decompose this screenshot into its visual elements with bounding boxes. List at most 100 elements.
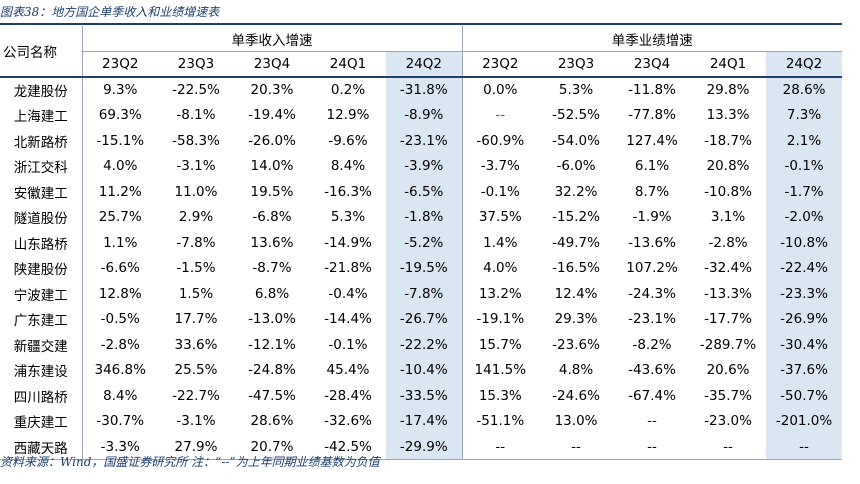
quarter-header: 23Q4 <box>234 51 310 78</box>
revenue-growth-cell: 45.4% <box>326 362 370 379</box>
revenue-growth-cell: 8.4% <box>330 158 366 175</box>
profit-growth-cell: 28.6% <box>766 77 843 103</box>
table-row: 隧道股份 25.7% 2.9% -6.8% 5.3% -1.8% 37.5% -15.2% -1… <box>0 204 843 230</box>
profit-growth-cell: -10.8% <box>766 230 843 256</box>
profit-growth-cell: -52.5% <box>552 107 600 124</box>
revenue-growth-cell: 5.3% <box>330 209 366 226</box>
revenue-growth-cell: 0.2% <box>330 82 366 99</box>
revenue-growth-cell: -22.2% <box>386 332 463 358</box>
profit-growth-cell: 29.3% <box>554 311 598 328</box>
revenue-growth-cell: -9.6% <box>328 132 368 149</box>
revenue-growth-cell: 12.8% <box>98 285 142 302</box>
revenue-growth-cell: -6.8% <box>252 209 292 226</box>
profit-growth-cell: 6.1% <box>634 158 670 175</box>
revenue-growth-cell: -19.5% <box>386 255 463 281</box>
profit-growth-cell: -- <box>647 413 657 430</box>
revenue-growth-cell: -8.7% <box>252 260 292 277</box>
profit-growth-cell: -60.9% <box>461 128 539 154</box>
profit-growth-cell: -18.7% <box>704 132 752 149</box>
revenue-growth-cell: -3.3% <box>82 434 158 460</box>
profit-growth-cell: -37.6% <box>766 357 843 383</box>
profit-growth-cell: -16.5% <box>552 260 600 277</box>
profit-growth-cell: 141.5% <box>461 357 539 383</box>
table-row: 西藏天路 -3.3% 27.9% 20.7% -42.5% -29.9% -- -- -- -- -… <box>0 434 843 460</box>
quarter-header: 23Q4 <box>614 51 691 78</box>
revenue-growth-cell: 27.9% <box>158 434 234 460</box>
table-row: 浙江交科 4.0% -3.1% 14.0% 8.4% -3.9% -3.7% -6.0% 6.1… <box>0 153 843 179</box>
profit-growth-cell: -43.6% <box>628 362 676 379</box>
profit-growth-cell: -8.2% <box>632 336 672 353</box>
profit-growth-cell: 32.2% <box>554 183 598 200</box>
company-name-cell: 广东建工 <box>0 306 83 332</box>
profit-growth-cell: 4.8% <box>558 362 594 379</box>
revenue-growth-cell: -6.6% <box>100 260 140 277</box>
profit-growth-cell: -51.1% <box>461 408 539 434</box>
profit-growth-cell: 127.4% <box>626 132 678 149</box>
table-row: 安徽建工 11.2% 11.0% 19.5% -16.3% -6.5% -0.1% 32.2%… <box>0 179 843 205</box>
revenue-growth-cell: -1.8% <box>386 204 463 230</box>
revenue-growth-cell: -16.3% <box>324 183 372 200</box>
revenue-growth-cell: -10.4% <box>386 357 463 383</box>
revenue-growth-cell: 11.2% <box>98 183 142 200</box>
profit-growth-cell: 20.8% <box>706 158 750 175</box>
profit-growth-cell: -77.8% <box>628 107 676 124</box>
profit-growth-cell: -23.1% <box>628 311 676 328</box>
company-name-cell: 新疆交建 <box>0 332 83 358</box>
revenue-growth-cell: 1.1% <box>103 234 138 251</box>
revenue-growth-cell: 13.6% <box>250 234 294 251</box>
revenue-growth-cell: -32.6% <box>324 413 372 430</box>
company-name-header: 公司名称 <box>0 26 83 78</box>
revenue-growth-cell: 2.9% <box>178 209 214 226</box>
profit-growth-cell: 13.3% <box>706 107 750 124</box>
table-row: 山东路桥 1.1% -7.8% 13.6% -14.9% -5.2% 1.4% -49.7% -… <box>0 230 843 256</box>
header-quarter-row: 23Q2 23Q3 23Q4 24Q1 24Q2 23Q2 23Q3 23Q4 … <box>0 51 843 78</box>
revenue-growth-cell: -22.5% <box>172 82 220 99</box>
revenue-growth-cell: 25.5% <box>174 362 218 379</box>
profit-growth-cell: -1.9% <box>632 209 672 226</box>
profit-growth-cell: -- <box>461 434 539 460</box>
profit-growth-cell: 20.6% <box>706 362 750 379</box>
revenue-growth-cell: 8.4% <box>103 387 138 404</box>
company-name-cell: 浙江交科 <box>0 153 83 179</box>
revenue-growth-cell: 346.8% <box>94 362 146 379</box>
header-group-row: 公司名称 单季收入增速 单季业绩增速 <box>0 26 843 78</box>
company-name-cell: 四川路桥 <box>0 383 83 409</box>
revenue-growth-cell: -7.8% <box>176 234 216 251</box>
quarter-header: 24Q1 <box>690 51 767 78</box>
revenue-growth-cell: -58.3% <box>172 132 220 149</box>
revenue-growth-cell: -3.1% <box>176 158 216 175</box>
revenue-growth-cell: 12.9% <box>326 107 370 124</box>
quarter-header: 23Q2 <box>82 51 158 78</box>
profit-growth-cell: -- <box>538 434 615 460</box>
revenue-growth-cell: 19.5% <box>250 183 294 200</box>
profit-growth-cell: -11.8% <box>628 82 676 99</box>
profit-growth-cell: -10.8% <box>704 183 752 200</box>
profit-growth-cell: -17.7% <box>704 311 752 328</box>
company-name-cell: 宁波建工 <box>0 281 83 307</box>
revenue-growth-cell: 9.3% <box>103 82 138 99</box>
revenue-growth-cell: -15.1% <box>96 132 145 149</box>
revenue-growth-cell: -7.8% <box>386 281 463 307</box>
profit-growth-cell: -3.7% <box>461 153 539 179</box>
company-name-cell: 山东路桥 <box>0 230 83 256</box>
revenue-growth-cell: -31.8% <box>386 77 463 103</box>
revenue-growth-cell: -28.4% <box>324 387 372 404</box>
profit-growth-cell: -24.3% <box>628 285 676 302</box>
revenue-growth-cell: -0.5% <box>100 311 140 328</box>
profit-growth-cell: -2.8% <box>708 234 748 251</box>
profit-growth-cell: -49.7% <box>552 234 600 251</box>
company-name-cell: 隧道股份 <box>0 204 83 230</box>
company-name-cell: 安徽建工 <box>0 179 83 205</box>
revenue-growth-cell: -14.9% <box>324 234 372 251</box>
profit-growth-cell: 13.0% <box>554 413 598 430</box>
profit-growth-cell: -22.4% <box>766 255 843 281</box>
table-row: 重庆建工 -30.7% -3.1% 28.6% -32.6% -17.4% -51.1% 13… <box>0 408 843 434</box>
profit-growth-cell: -13.6% <box>628 234 676 251</box>
profit-growth-cell: -35.7% <box>704 387 752 404</box>
revenue-growth-cell: -33.5% <box>386 383 463 409</box>
revenue-growth-cell: 25.7% <box>98 209 142 226</box>
company-name-cell: 龙建股份 <box>0 77 83 103</box>
profit-growth-cell: 2.1% <box>766 128 843 154</box>
table-row: 新疆交建 -2.8% 33.6% -12.1% -0.1% -22.2% 15.7% -23.… <box>0 332 843 358</box>
profit-growth-cell: -15.2% <box>552 209 600 226</box>
